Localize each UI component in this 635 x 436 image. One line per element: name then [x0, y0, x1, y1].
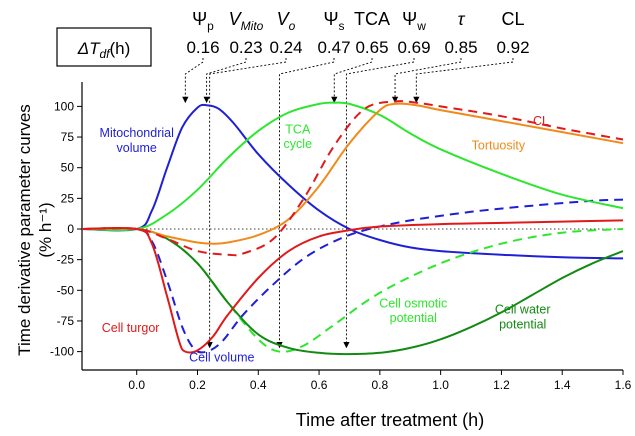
leader-line	[331, 58, 373, 104]
y-tick-label: -25	[57, 253, 75, 267]
table-symbol-subscript: Mito	[241, 19, 264, 33]
y-axis-title-line1: Time derivative parameter curves	[15, 104, 34, 356]
y-tick-label: -50	[57, 283, 75, 297]
series-tca-cycle-line	[81, 101, 624, 232]
series-cell-volume-dashed-line	[81, 198, 624, 354]
delta-t-symbol: ΔT	[77, 39, 101, 58]
series-label: Cell osmotic	[379, 296, 447, 310]
table-symbol-main: TCA	[354, 9, 390, 29]
x-tick-label: 0.6	[311, 378, 328, 392]
axes: 0.0 0.2 0.4 0.6 0.8 1.0 1.2 1.4 1.6 100 75 50 25 0 -25…	[50, 82, 632, 392]
series-label: Mitochondrial	[100, 126, 174, 140]
table-symbol: TCA	[354, 9, 390, 29]
series-cl-line	[81, 100, 624, 257]
table-symbol-subscript: s	[339, 19, 345, 33]
table-symbol-main: Ψ	[192, 9, 207, 29]
series-label: TCA	[285, 122, 311, 136]
y-tick-label: 50	[61, 161, 75, 175]
leader-line	[206, 58, 287, 349]
leader-line	[391, 58, 462, 104]
x-tick-label: 0.0	[128, 378, 145, 392]
table-symbol-main: τ	[458, 9, 466, 29]
delta-t-header: ΔTdf(h)	[56, 27, 152, 67]
table-value: 0.85	[444, 38, 477, 57]
table-symbol: Ψp	[192, 9, 214, 33]
table-value: 0.24	[269, 38, 302, 57]
x-tick-label: 1.0	[432, 378, 449, 392]
table-symbol-subscript: p	[207, 19, 214, 33]
series-label: potential	[390, 311, 437, 325]
table-value: 0.47	[317, 38, 350, 57]
y-tick-label: -100	[50, 345, 74, 359]
table-symbol-subscript: o	[289, 19, 296, 33]
table-symbol: CL	[501, 9, 524, 29]
delta-t-unit: (h)	[110, 39, 131, 58]
table-symbol-main: V	[229, 9, 243, 29]
svg-text:ΔTdf(h): ΔTdf(h)	[77, 39, 131, 61]
delta-t-subscript: df	[100, 47, 112, 61]
delta-t-header-box	[56, 27, 152, 67]
leader-line	[343, 58, 415, 349]
series-label: Cell turgor	[102, 321, 160, 335]
series-label: potential	[499, 317, 546, 331]
y-axis-title-line2: (% h⁻¹)	[36, 202, 55, 257]
table-value: 0.16	[186, 38, 219, 57]
series-tortuosity-line	[81, 102, 624, 245]
y-tick-label: 25	[61, 191, 75, 205]
leader-line	[413, 58, 514, 104]
table-value: 0.23	[229, 38, 262, 57]
table-value: 0.69	[397, 38, 430, 57]
table-symbol: VMito	[229, 9, 264, 33]
table-symbol-main: Ψ	[402, 9, 417, 29]
x-tick-label: 0.8	[372, 378, 389, 392]
table-symbol: τ	[458, 9, 466, 29]
y-tick-label: 100	[54, 99, 74, 113]
series-label: cycle	[284, 137, 313, 151]
x-tick-label: 1.4	[554, 378, 571, 392]
x-tick-label: 0.4	[250, 378, 267, 392]
table-symbol-main: V	[277, 9, 291, 29]
series-cell-turgor-line	[81, 219, 624, 354]
x-tick-label: 1.2	[493, 378, 510, 392]
series-label: Tortuosity	[472, 138, 526, 152]
table-symbol: Ψw	[402, 9, 426, 33]
series-mitochondrial-volume-line	[81, 103, 624, 260]
table-symbol: Ψs	[323, 9, 344, 33]
series-cell-water-potential-line	[81, 227, 624, 356]
series-label: volume	[117, 141, 157, 155]
table-symbol-main: Ψ	[323, 9, 338, 29]
y-tick-label: 0	[67, 222, 74, 236]
y-tick-label: 75	[61, 130, 75, 144]
x-tick-label: 0.2	[189, 378, 206, 392]
x-axis-title: Time after treatment (h)	[296, 410, 484, 430]
delta-t-table: Ψp0.16VMito0.23Vo0.24Ψs0.47TCA0.65Ψw0.69…	[186, 9, 529, 57]
table-value: 0.92	[496, 38, 529, 57]
y-tick-label: -75	[57, 314, 75, 328]
series-label: Cell volume	[189, 350, 254, 364]
series-group	[81, 100, 624, 356]
leader-line	[203, 58, 247, 104]
table-symbol-main: CL	[501, 9, 524, 29]
leader-line	[276, 58, 335, 349]
leader-lines	[182, 58, 514, 349]
x-tick-label: 1.6	[615, 378, 632, 392]
table-symbol: Vo	[277, 9, 296, 33]
series-label: Cell water	[495, 303, 551, 317]
table-value: 0.65	[355, 38, 388, 57]
series-label: CL	[533, 114, 549, 128]
table-symbol-subscript: w	[416, 19, 426, 33]
leader-line	[182, 58, 204, 104]
